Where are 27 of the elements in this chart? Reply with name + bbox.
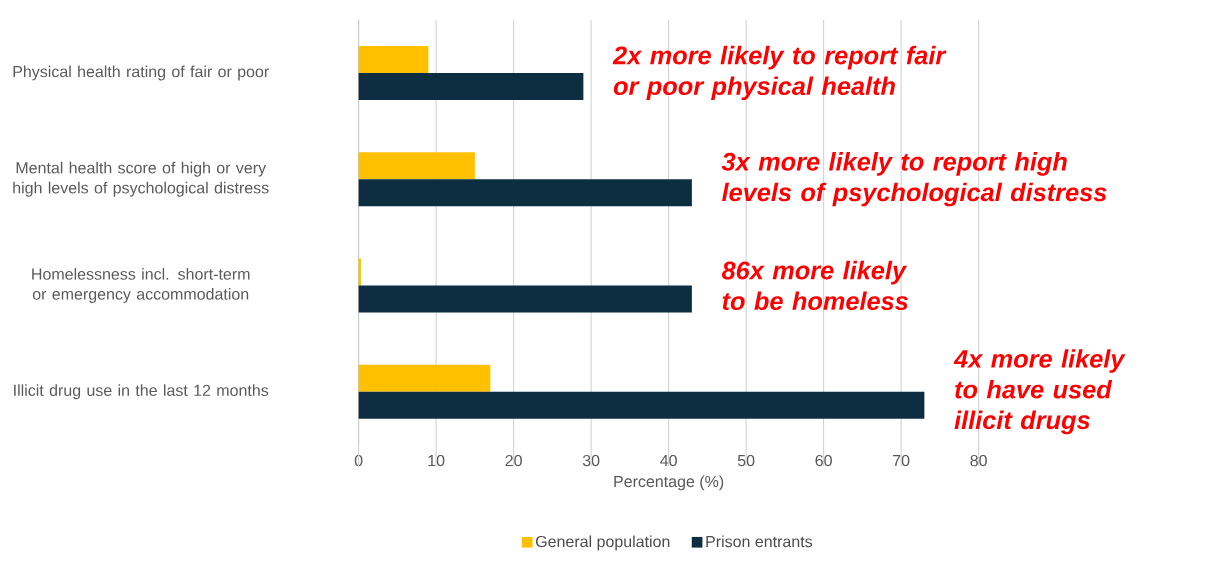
x-tick-label: 50 (737, 454, 755, 467)
x-tick-label: 60 (815, 454, 832, 467)
bar (358, 391, 925, 419)
bar (358, 364, 491, 392)
legend-label: Prison entrants (706, 535, 813, 548)
bar (358, 179, 692, 207)
y-tick-label: Illicit drug use in the last 12 months (14, 384, 269, 400)
y-tick-label: Mental health score of high or very high levels of psychological distress (13, 161, 269, 197)
x-tick-label: 70 (893, 454, 910, 467)
annotation: 4x more likely to have used illicit drugs (953, 349, 1126, 435)
x-tick-label: 80 (970, 454, 987, 467)
x-axis-title: Percentage (%) (614, 475, 724, 491)
bar (358, 45, 429, 73)
y-tick-label: Physical health rating of fair or poor (13, 65, 269, 81)
bar (358, 72, 584, 100)
x-tick-label: 30 (582, 454, 600, 467)
annotation: 2x more likely to report fair or poor physical health (612, 45, 947, 101)
bar (358, 285, 692, 313)
legend-label: General population (536, 535, 670, 551)
annotation: 3x more likely to report high levels of psychological distress (721, 152, 1107, 207)
x-tick-label: 0 (354, 454, 363, 467)
x-tick-label: 20 (505, 454, 522, 467)
x-tick-label: 40 (660, 454, 677, 467)
annotation: 86x more likely to be homeless (721, 260, 908, 311)
x-tick-label: 10 (428, 454, 445, 467)
y-tick-label: Homelessness incl. short-term or emergency accommodation (32, 268, 250, 303)
bar (358, 152, 475, 180)
